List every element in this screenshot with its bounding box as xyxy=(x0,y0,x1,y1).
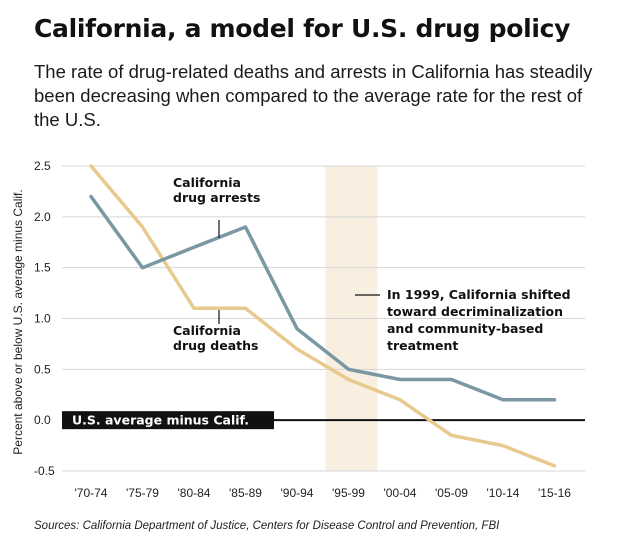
x-tick-label: '05-09 xyxy=(435,486,468,500)
y-tick-label: 0.0 xyxy=(34,413,51,427)
y-axis-label: Percent above or below U.S. average minu… xyxy=(11,189,25,454)
policy-annotation-label: In 1999, California shifted xyxy=(387,287,571,302)
x-axis-ticks: '70-74 '75-79 '80-84 '85-89 '90-94 '95-99 '00-… xyxy=(75,486,572,500)
x-tick-label: '90-94 xyxy=(281,486,314,500)
x-tick-label: '15-16 xyxy=(538,486,571,500)
gridlines xyxy=(62,165,585,472)
y-tick-label: 0.5 xyxy=(34,362,51,376)
series-line-deaths xyxy=(89,164,557,468)
x-tick-label: '00-04 xyxy=(384,486,417,500)
policy-annotation-label: treatment xyxy=(387,338,458,353)
chart-subtitle: The rate of drug-related deaths and arre… xyxy=(34,61,593,130)
y-tick-label: 2.5 xyxy=(34,159,51,173)
baseline-label: U.S. average minus Calif. xyxy=(72,413,249,428)
deaths-annotation-label: drug deaths xyxy=(173,338,259,353)
y-tick-label: 2.0 xyxy=(34,210,51,224)
x-tick-label: '80-84 xyxy=(178,486,211,500)
series-line-arrests xyxy=(89,194,557,402)
arrests-annotation-label: California xyxy=(173,175,241,190)
y-tick-label: -0.5 xyxy=(34,464,55,478)
x-tick-label: '95-99 xyxy=(332,486,365,500)
baseline: U.S. average minus Calif. xyxy=(62,411,585,430)
deaths-annotation-label: California xyxy=(173,323,241,338)
y-tick-label: 1.0 xyxy=(34,312,51,326)
x-tick-label: '75-79 xyxy=(126,486,159,500)
y-axis-ticks: 2.5 2.0 1.5 1.0 0.5 0.0 -0.5 xyxy=(34,159,55,478)
y-tick-label: 1.5 xyxy=(34,261,51,275)
policy-annotation-label: and community-based xyxy=(387,321,543,336)
arrests-annotation-label: drug arrests xyxy=(173,190,260,205)
x-tick-label: '70-74 xyxy=(75,486,108,500)
series-lines xyxy=(89,164,557,468)
policy-annotation-label: toward decriminalization xyxy=(387,304,563,319)
x-tick-label: '10-14 xyxy=(487,486,520,500)
chart-title: California, a model for U.S. drug policy xyxy=(34,14,571,43)
x-tick-label: '85-89 xyxy=(229,486,262,500)
baseline-label-box xyxy=(62,411,274,430)
line-chart: 2.5 2.0 1.5 1.0 0.5 0.0 -0.5 '70-74 '75-79 '80-8… xyxy=(11,159,585,500)
source-note: Sources: California Department of Justic… xyxy=(34,520,500,532)
